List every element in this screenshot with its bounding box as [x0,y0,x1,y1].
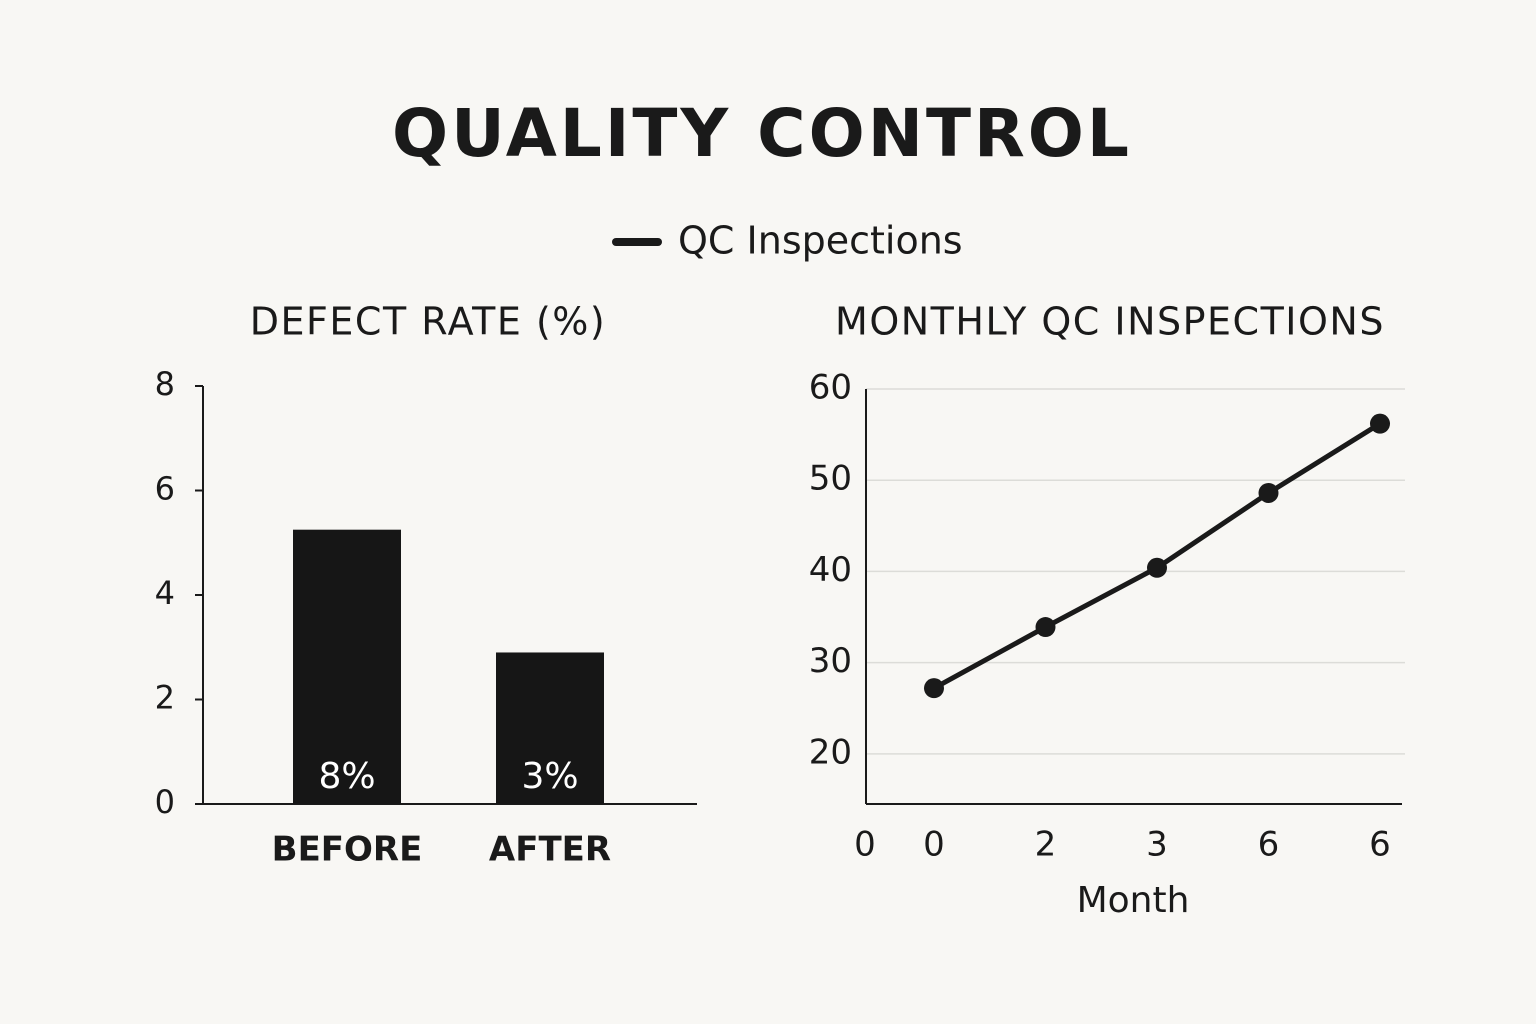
x-tick-label: 6 [1369,825,1391,865]
data-point [924,678,944,699]
x-axis-label: Month [1077,880,1190,921]
y-tick-label: 8 [155,365,175,403]
data-point [1258,482,1279,503]
data-point [1370,413,1390,434]
y-tick-label: 30 [809,641,852,681]
bar-annotation: 8% [318,756,375,797]
bar-annotation: 3% [521,756,578,797]
x-tick-label: 3 [1146,825,1168,865]
page-title: QUALITY CONTROL [392,95,1132,172]
data-point [1035,617,1056,638]
legend-label: QC Inspections [678,219,963,263]
y-tick-label: 60 [809,368,852,408]
x-tick-label: 0 [923,825,945,865]
bar [293,529,401,804]
x-tick-label: AFTER [489,830,611,870]
x-tick-label: 2 [1035,825,1057,865]
y-tick-label: 2 [155,679,175,717]
y-tick-label: 50 [809,459,852,499]
y-tick-label: 6 [155,470,175,508]
data-point [1147,557,1167,578]
y-tick-label: 20 [809,732,852,772]
y-tick-label: 40 [809,550,852,590]
chart-title: DEFECT RATE (%) [250,300,606,344]
y-tick-label: 0 [155,783,175,821]
x-tick-label: 6 [1258,825,1280,865]
bar [496,652,604,804]
x-tick-label: BEFORE [272,830,423,870]
y-tick-label: 4 [155,574,175,612]
axis-origin-label: 0 [854,825,876,865]
chart-title: MONTHLY QC INSPECTIONS [835,300,1385,344]
